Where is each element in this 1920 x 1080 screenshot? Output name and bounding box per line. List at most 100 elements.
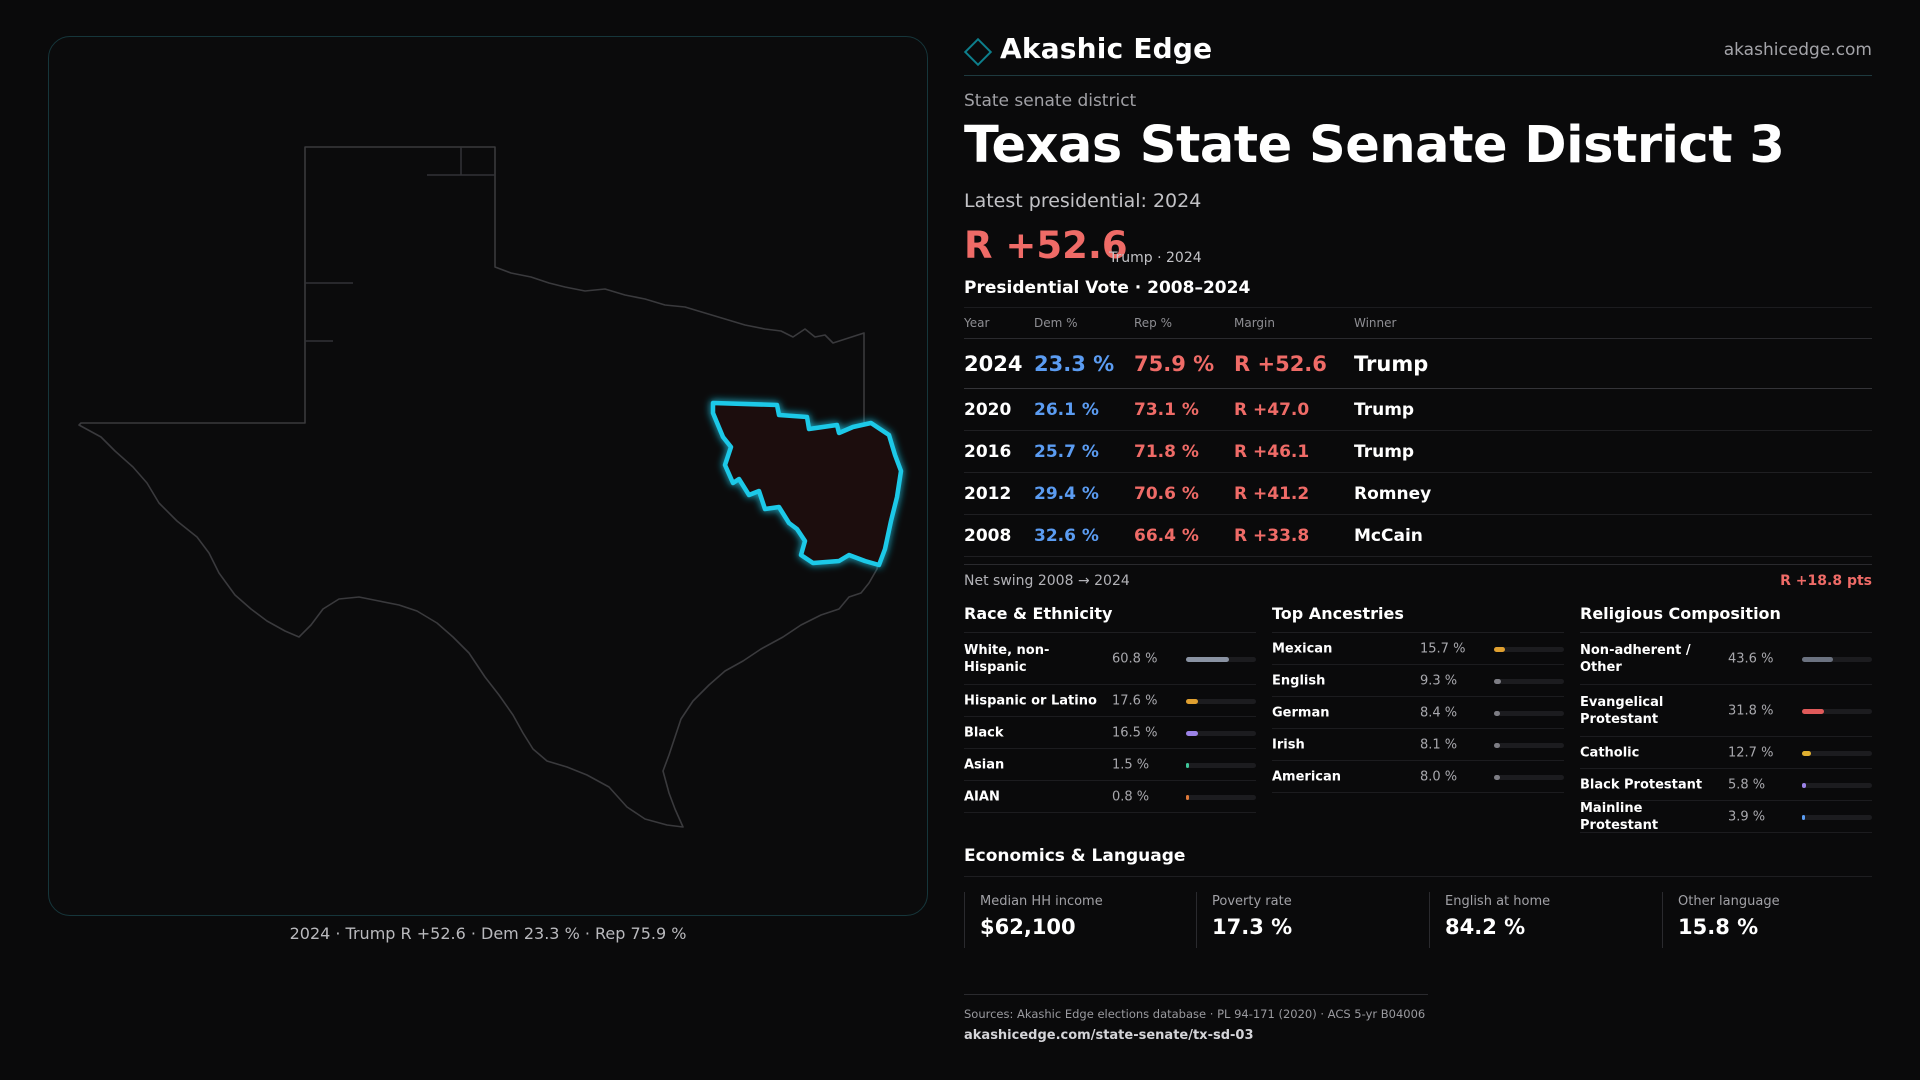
race-ethnicity-section: Race & Ethnicity White, non-Hispanic 60.…: [964, 602, 1256, 813]
stat-label: American: [1272, 769, 1342, 784]
econ-value: 17.3 %: [1212, 915, 1293, 939]
cell-margin: R +41.2: [1234, 483, 1310, 504]
district-name: State Senate District 3: [1139, 116, 1785, 175]
cell-winner: Romney: [1354, 483, 1432, 504]
top-ancestries-section: Top Ancestries Mexican 15.7 % English 9.…: [1272, 602, 1564, 793]
cell-margin: R +52.6: [1234, 351, 1327, 376]
cell-rep: 66.4 %: [1134, 525, 1199, 546]
list-item: Black Protestant 5.8 %: [1580, 769, 1872, 801]
stat-bar: [1802, 782, 1872, 788]
cell-dem: 29.4 %: [1034, 483, 1099, 504]
stat-value: 15.7 %: [1420, 641, 1466, 656]
section-title: Race & Ethnicity: [964, 602, 1256, 633]
table-row: 2020 26.1 % 73.1 % R +47.0 Trump: [964, 389, 1872, 431]
net-swing: Net swing 2008 → 2024 R +18.8 pts: [964, 564, 1872, 590]
net-swing-value: R +18.8 pts: [1780, 573, 1872, 589]
stat-label: English: [1272, 673, 1326, 688]
stat-label: AIAN: [964, 789, 1000, 804]
header-dem: Dem %: [1034, 316, 1078, 330]
stat-bar: [1494, 774, 1564, 780]
economics-stats: Median HH income $62,100 Poverty rate 17…: [964, 892, 1872, 948]
list-item: AIAN 0.8 %: [964, 781, 1256, 813]
cell-winner: Trump: [1354, 441, 1415, 462]
header-margin: Margin: [1234, 316, 1275, 330]
stat-value: 1.5 %: [1112, 757, 1150, 772]
list-item: Irish 8.1 %: [1272, 729, 1564, 761]
list-item: American 8.0 %: [1272, 761, 1564, 793]
district-3-shape[interactable]: [710, 400, 904, 568]
margin-headline: R +52.6: [964, 224, 1128, 267]
stat-bar: [1186, 794, 1256, 800]
stat-bar-fill: [1186, 698, 1199, 704]
list-item: Non-adherent / Other 43.6 %: [1580, 633, 1872, 685]
list-item: Asian 1.5 %: [964, 749, 1256, 781]
page-title: Texas State Senate District 3: [964, 116, 1785, 175]
latest-presidential-label: Latest presidential: 2024: [964, 190, 1202, 212]
stat-label: Black Protestant: [1580, 777, 1703, 792]
stat-value: 9.3 %: [1420, 673, 1458, 688]
stat-bar-fill: [1186, 794, 1189, 800]
stat-bar: [1802, 814, 1872, 820]
econ-value: $62,100: [980, 915, 1076, 939]
texas-state-outline: [78, 146, 898, 828]
page-url-link[interactable]: akashicedge.com/state-senate/tx-sd-03: [964, 1028, 1254, 1043]
cell-margin: R +33.8: [1234, 525, 1310, 546]
stat-value: 16.5 %: [1112, 725, 1158, 740]
table-header: Year Dem % Rep % Margin Winner: [964, 307, 1872, 339]
state-name: Texas: [964, 116, 1122, 175]
cell-dem: 25.7 %: [1034, 441, 1099, 462]
stat-bar-fill: [1802, 656, 1833, 662]
stat-bar: [1802, 750, 1872, 756]
stat-bar-fill: [1802, 782, 1807, 788]
cell-year: 2020: [964, 399, 1012, 420]
stat-bar: [1186, 730, 1256, 736]
stat-bar: [1186, 656, 1256, 662]
econ-label: Median HH income: [980, 894, 1103, 909]
map-panel[interactable]: [48, 36, 928, 916]
sources-text: Sources: Akashic Edge elections database…: [964, 1007, 1426, 1021]
list-item: English 9.3 %: [1272, 665, 1564, 697]
stat-bar-fill: [1186, 656, 1229, 662]
stat-label: Irish: [1272, 737, 1305, 752]
stat-bar-fill: [1494, 646, 1505, 652]
brand-header: Akashic Edge akashicedge.com: [963, 32, 1872, 76]
econ-label: English at home: [1445, 894, 1551, 909]
table-row: 2012 29.4 % 70.6 % R +41.2 Romney: [964, 473, 1872, 515]
cell-winner: McCain: [1354, 525, 1423, 546]
stat-bar: [1802, 708, 1872, 714]
stat-label: Asian: [964, 757, 1005, 772]
county-line: [427, 147, 495, 176]
cell-rep: 73.1 %: [1134, 399, 1199, 420]
stat-bar-fill: [1186, 762, 1189, 768]
stat-value: 8.0 %: [1420, 769, 1458, 784]
stat-label: Mexican: [1272, 641, 1333, 656]
stat-bar-fill: [1186, 730, 1198, 736]
stat-value: 0.8 %: [1112, 789, 1150, 804]
header-year: Year: [964, 316, 990, 330]
section-title: Religious Composition: [1580, 602, 1872, 633]
stat-label: Hispanic or Latino: [964, 693, 1097, 708]
econ-label: Poverty rate: [1212, 894, 1292, 909]
district-kicker: State senate district: [964, 91, 1137, 111]
stat-bar: [1802, 656, 1872, 662]
margin-subtitle: Trump · 2024: [1109, 250, 1202, 266]
brand-site-link[interactable]: akashicedge.com: [1723, 40, 1872, 60]
stat-bar-fill: [1494, 710, 1500, 716]
header-winner: Winner: [1354, 316, 1397, 330]
texas-map[interactable]: [49, 37, 928, 916]
stat-value: 3.9 %: [1728, 809, 1766, 824]
stat-value: 43.6 %: [1728, 651, 1774, 666]
cell-year: 2016: [964, 441, 1012, 462]
econ-stat: Other language 15.8 %: [1662, 892, 1889, 948]
stat-value: 31.8 %: [1728, 703, 1774, 718]
cell-winner: Trump: [1354, 351, 1429, 376]
econ-stat: Poverty rate 17.3 %: [1196, 892, 1423, 948]
stat-bar: [1186, 698, 1256, 704]
econ-value: 84.2 %: [1445, 915, 1526, 939]
stat-bar-fill: [1494, 678, 1501, 684]
brand-name: Akashic Edge: [1000, 32, 1213, 65]
list-item: Black 16.5 %: [964, 717, 1256, 749]
stat-label: Non-adherent / Other: [1580, 642, 1691, 675]
stat-bar: [1494, 646, 1564, 652]
stat-value: 8.4 %: [1420, 705, 1458, 720]
